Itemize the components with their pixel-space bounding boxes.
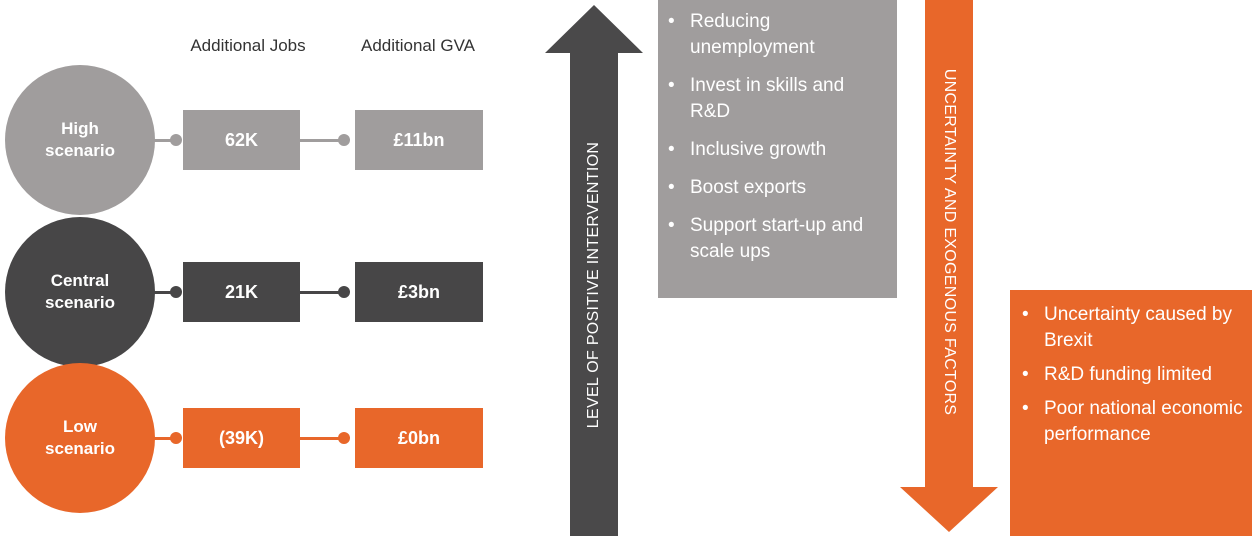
down-arrow <box>900 0 998 532</box>
connector-dot <box>170 134 182 146</box>
column-header: Additional GVA <box>360 36 476 55</box>
connector <box>150 139 176 142</box>
connector-dot <box>338 134 350 146</box>
bullet-item: Support start-up and scale ups <box>668 213 887 265</box>
scenario-label: High scenario <box>45 119 115 160</box>
connector-dot <box>170 432 182 444</box>
bullet-item: R&D funding limited <box>1022 362 1244 388</box>
bullet-item: Boost exports <box>668 175 887 201</box>
jobs-box: (39K) <box>183 408 300 468</box>
connector-dot <box>338 286 350 298</box>
scenario-circle: Central scenario <box>5 217 155 367</box>
connector <box>150 437 176 440</box>
scenario-label: Low scenario <box>45 417 115 458</box>
intervention-box: Reducing unemployment Invest in skills an… <box>658 0 897 298</box>
arrow-label: LEVEL OF POSITIVE INTERVENTION <box>585 141 602 429</box>
bullet-item: Poor national economic performance <box>1022 396 1244 448</box>
uncertainty-box: Uncertainty caused by Brexit R&D funding … <box>1010 290 1252 536</box>
connector <box>300 139 344 142</box>
scenario-circle: Low scenario <box>5 363 155 513</box>
bullet-item: Invest in skills and R&D <box>668 73 887 125</box>
bullet-item: Inclusive growth <box>668 137 887 163</box>
bullet-item: Uncertainty caused by Brexit <box>1022 302 1244 354</box>
column-header: Additional Jobs <box>190 36 306 55</box>
connector-dot <box>338 432 350 444</box>
connector <box>300 291 344 294</box>
connector-dot <box>170 286 182 298</box>
connector <box>150 291 176 294</box>
gva-box: £11bn <box>355 110 483 170</box>
scenario-label: Central scenario <box>45 271 115 312</box>
connector <box>300 437 344 440</box>
up-arrow <box>545 5 643 536</box>
bullet-item: Reducing unemployment <box>668 9 887 61</box>
arrow-label: UNCERTAINTY AND EXOGENOUS FACTORS <box>941 68 958 416</box>
jobs-box: 62K <box>183 110 300 170</box>
gva-box: £0bn <box>355 408 483 468</box>
jobs-box: 21K <box>183 262 300 322</box>
scenario-circle: High scenario <box>5 65 155 215</box>
gva-box: £3bn <box>355 262 483 322</box>
